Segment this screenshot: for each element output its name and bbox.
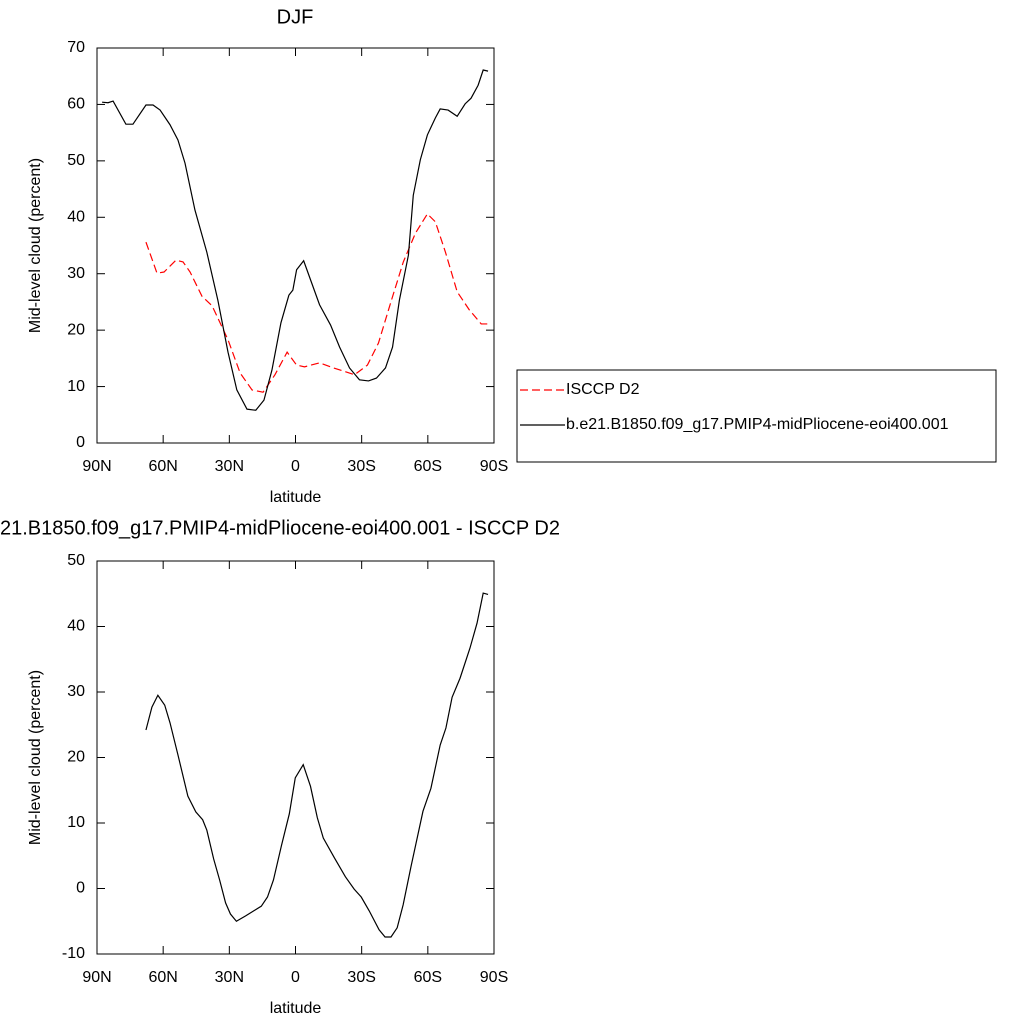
y-axis-label: Mid-level cloud (percent) xyxy=(27,670,44,845)
legend-label: ISCCP D2 xyxy=(566,381,640,398)
y-tick-label: 70 xyxy=(67,39,85,56)
x-tick-label: 60S xyxy=(414,458,442,475)
plot-frame xyxy=(96,560,495,955)
y-tick-label: 40 xyxy=(67,209,85,226)
y-tick-label: -10 xyxy=(62,945,85,962)
y-tick-label: 50 xyxy=(67,152,85,169)
x-tick-label: 90N xyxy=(82,969,111,986)
series-line xyxy=(102,69,489,411)
y-tick-label: 0 xyxy=(76,434,85,451)
x-axis-label: latitude xyxy=(270,1000,322,1017)
x-tick-label: 60S xyxy=(414,969,442,986)
y-tick-label: 20 xyxy=(67,749,85,766)
legend-box xyxy=(516,369,997,463)
series-line xyxy=(145,592,489,938)
x-tick-label: 60N xyxy=(148,969,177,986)
x-tick-label: 60N xyxy=(148,458,177,475)
x-tick-label: 30N xyxy=(215,969,244,986)
y-tick-label: 0 xyxy=(76,880,85,897)
y-tick-label: 10 xyxy=(67,814,85,831)
x-tick-label: 30N xyxy=(215,458,244,475)
chart-title: DJF xyxy=(277,6,314,28)
x-axis-label: latitude xyxy=(270,489,322,506)
x-tick-label: 30S xyxy=(347,458,375,475)
chart-title: 21.B1850.f09_g17.PMIP4-midPliocene-eoi40… xyxy=(0,517,560,539)
y-tick-label: 20 xyxy=(67,321,85,338)
x-tick-label: 90S xyxy=(480,458,508,475)
y-tick-label: 40 xyxy=(67,618,85,635)
series-line xyxy=(145,212,489,393)
x-tick-label: 30S xyxy=(347,969,375,986)
y-tick-label: 50 xyxy=(67,552,85,569)
x-tick-label: 90N xyxy=(82,458,111,475)
x-tick-label: 0 xyxy=(291,969,300,986)
y-tick-label: 10 xyxy=(67,378,85,395)
y-tick-label: 60 xyxy=(67,96,85,113)
x-tick-label: 90S xyxy=(480,969,508,986)
y-tick-label: 30 xyxy=(67,683,85,700)
x-tick-label: 0 xyxy=(291,458,300,475)
y-axis-label: Mid-level cloud (percent) xyxy=(27,158,44,333)
y-tick-label: 30 xyxy=(67,265,85,282)
legend-label: b.e21.B1850.f09_g17.PMIP4-midPliocene-eo… xyxy=(566,416,949,433)
